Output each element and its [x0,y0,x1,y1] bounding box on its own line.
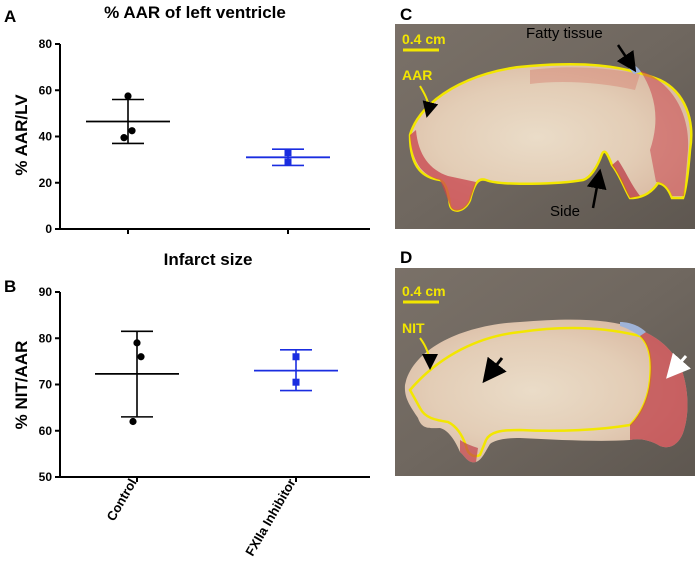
panel-a-ylabel: % AAR/LV [12,94,31,176]
panel-a-data-point [128,127,136,135]
panel-a-data-point [284,158,292,166]
panel-b-data-point [292,353,300,361]
fatty-tissue-label: Fatty tissue [526,25,603,42]
panel-a-data-point [120,134,128,142]
side-label: Side [550,203,580,220]
panel-a-ytick-label: 60 [39,83,53,97]
panel-b-ytick-label: 70 [39,378,53,392]
red-tissue-c2 [640,70,689,196]
panel-b-ytick-label: 50 [39,470,53,484]
panel-a-ytick-label: 80 [39,37,53,51]
panel-b-ytick-label: 80 [39,331,53,345]
panel-a-ytick-label: 40 [39,130,53,144]
panel-b-plot: 50 60 70 80 90 [39,285,370,484]
panel-b: B Infarct size % NIT/AAR 50 60 70 80 90 Cont… [4,250,370,559]
x-category-inhibitor: FXIIa Inhibitor [242,476,298,559]
panel-a-data-point [284,149,292,157]
scale-label-d: 0.4 cm [402,283,446,299]
panel-b-ytick-label: 90 [39,285,53,299]
black-arrow-d [482,356,507,384]
fatty-tissue-d [620,322,646,336]
region-label-nit: NIT [402,320,425,336]
x-category-control: Control [103,476,139,524]
panel-letter-a: A [4,7,16,26]
panel-letter-c: C [400,5,412,24]
panel-a: A % AAR of left ventricle % AAR/LV 0 20 40… [4,3,370,236]
panel-b-data-point [292,378,300,386]
panel-a-data-point [124,92,132,100]
panel-a-ytick-label: 0 [45,222,52,236]
white-arrow-d [666,352,691,379]
panel-a-ytick-label: 20 [39,176,53,190]
panel-b-data-point [133,339,141,347]
panel-c: C 0.4 cm AAR Fatty tissue Side [395,5,695,229]
panel-letter-b: B [4,277,16,296]
aar-arrow [419,85,439,118]
red-tissue-c3 [612,160,640,198]
panel-b-data-point [129,417,137,426]
nit-arrow [419,337,438,370]
panel-c-photo: 0.4 cm AAR Fatty tissue Side [395,24,695,229]
scale-label-c: 0.4 cm [402,31,446,47]
fatty-tissue-arrow [616,44,637,73]
red-tissue-d2 [460,440,478,463]
pink-tissue-c [530,67,640,90]
red-tissue-c1 [410,130,476,211]
panel-b-title: Infarct size [164,250,253,269]
panel-a-plot: 0 20 40 60 80 [39,37,370,236]
panel-d-photo: 0.4 cm NIT [395,268,695,476]
panel-b-data-point [137,353,145,361]
panel-b-ylabel: % NIT/AAR [12,341,31,430]
side-arrow [586,168,607,209]
panel-b-ytick-label: 60 [39,424,53,438]
region-label-aar: AAR [402,67,432,83]
panel-d: D 0.4 cm NIT [395,248,695,476]
panel-letter-d: D [400,248,412,267]
panel-a-title: % AAR of left ventricle [104,3,286,22]
nit-outline [408,326,652,458]
